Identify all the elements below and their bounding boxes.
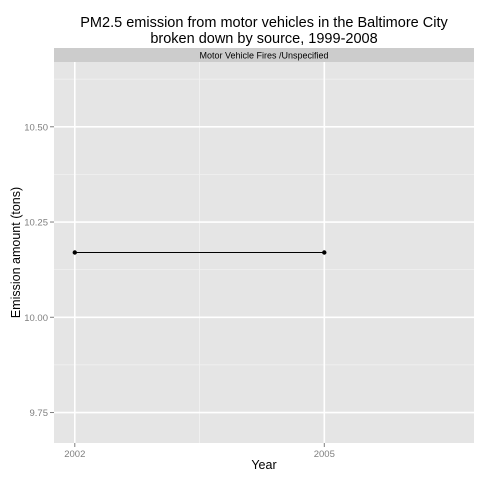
y-tick-label: 9.75: [30, 408, 49, 419]
grid-lines: [54, 62, 474, 443]
chart-title: PM2.5 emission from motor vehicles in th…: [80, 15, 448, 47]
chart-title-line: broken down by source, 1999-2008: [150, 31, 377, 47]
series-group: [72, 250, 327, 255]
y-tick-label: 10.00: [24, 313, 48, 324]
x-tick-label: 2005: [314, 449, 335, 460]
chart-title-line: PM2.5 emission from motor vehicles in th…: [80, 15, 448, 31]
x-axis-label: Year: [251, 458, 276, 472]
facet-strip: Motor Vehicle Fires /Unspecified: [54, 48, 474, 62]
y-axis: 9.75 10.00 10.25 10.50: [24, 122, 54, 419]
x-tick-label: 2002: [64, 449, 85, 460]
data-point: [322, 250, 327, 255]
facet-strip-label: Motor Vehicle Fires /Unspecified: [199, 51, 328, 61]
y-axis-label: Emission amount (tons): [9, 187, 23, 318]
x-axis: 2002 2005: [64, 443, 335, 460]
data-point: [72, 250, 77, 255]
y-tick-label: 10.50: [24, 122, 48, 133]
facet-strip-bg: [54, 48, 474, 62]
y-tick-label: 10.25: [24, 218, 48, 229]
